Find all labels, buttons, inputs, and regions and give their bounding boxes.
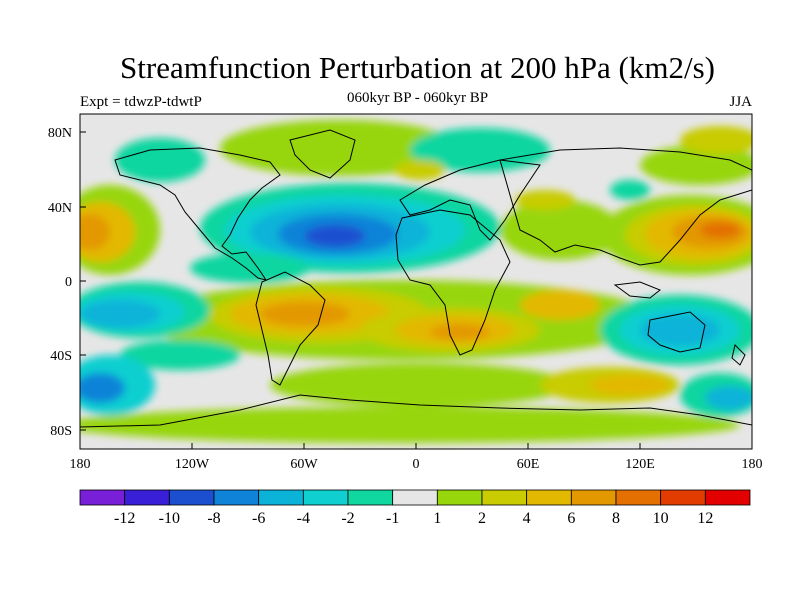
colorbar-swatch [124, 489, 170, 506]
colorbar-label: 4 [523, 510, 531, 527]
coastlines [80, 129, 752, 428]
y-tick-label: 40N [48, 201, 72, 216]
colorbar-label: 2 [478, 510, 486, 527]
colorbar-swatch [213, 489, 260, 506]
colorbar-swatch [79, 489, 126, 506]
colorbar-swatch [660, 489, 706, 506]
x-tick-label: 0 [413, 457, 420, 472]
colorbar-swatch [258, 489, 304, 506]
colorbar-swatch [570, 489, 617, 506]
y-tick-label: 80S [50, 424, 72, 439]
colorbar-label: 1 [433, 510, 441, 527]
x-tick-label: 120W [175, 457, 210, 472]
colorbar-label: -6 [252, 510, 265, 527]
y-tick-label: 80N [48, 126, 72, 141]
map-subtitle: 060kyr BP - 060kyr BP [346, 90, 489, 106]
streamfunction-field [80, 114, 752, 449]
colorbar-swatch [392, 489, 438, 506]
colorbar: -12 -10 -8 -6 -4 -2 -1 1 2 4 6 8 10 12 [79, 489, 751, 527]
x-tick-label: 60E [517, 457, 540, 472]
colorbar-label: 8 [612, 510, 620, 527]
colorbar-label: -2 [341, 510, 354, 527]
colorbar-swatch [302, 489, 349, 506]
colorbar-label: -10 [159, 510, 180, 527]
y-tick-label: 40S [50, 349, 72, 364]
colorbar-label: 12 [697, 510, 713, 527]
map-title: Streamfunction Perturbation at 200 hPa (… [120, 50, 715, 85]
colorbar-swatch [526, 489, 572, 506]
colorbar-label: -12 [114, 510, 135, 527]
colorbar-swatch [436, 489, 483, 506]
experiment-label: Expt = tdwzP-tdwtP [80, 94, 202, 110]
colorbar-swatch [347, 489, 394, 506]
colorbar-swatch [168, 489, 215, 506]
colorbar-swatch [704, 489, 751, 506]
x-tick-label: 120E [625, 457, 655, 472]
x-axis: 180 120W 60W 0 60E 120E 180 [70, 443, 763, 472]
colorbar-swatch [481, 489, 528, 506]
colorbar-label: 6 [567, 510, 575, 527]
x-tick-label: 180 [742, 457, 763, 472]
season-label: JJA [729, 94, 752, 110]
x-tick-label: 60W [290, 457, 318, 472]
colorbar-label: -4 [297, 510, 310, 527]
colorbar-label: 10 [653, 510, 669, 527]
colorbar-label: -1 [386, 510, 399, 527]
y-axis: 80N 40N 0 40S 80S [48, 126, 86, 439]
colorbar-label: -8 [207, 510, 220, 527]
colorbar-swatch [615, 489, 662, 506]
x-tick-label: 180 [70, 457, 91, 472]
y-tick-label: 0 [65, 275, 72, 290]
